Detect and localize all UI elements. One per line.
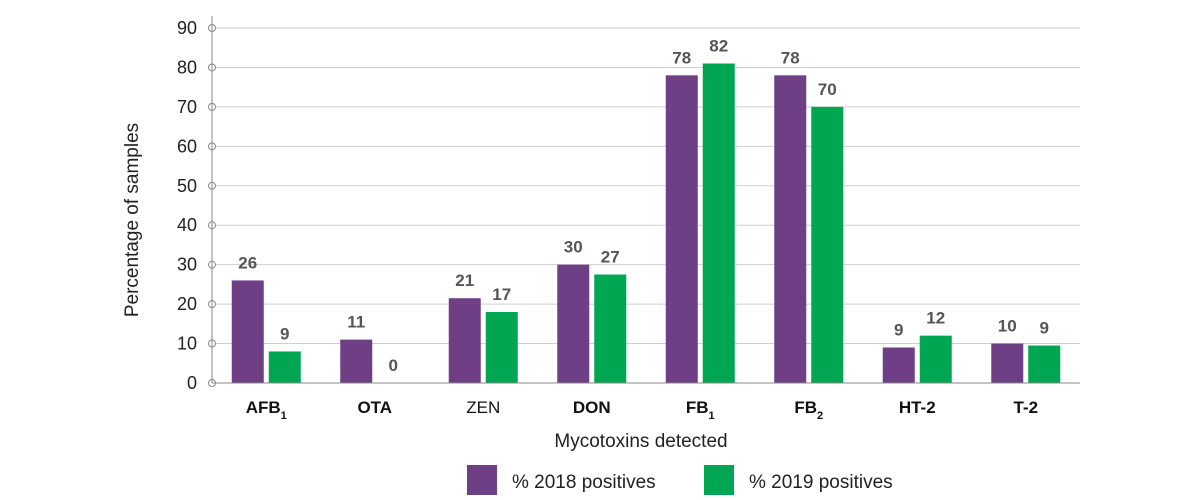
- bar-2018: [557, 264, 590, 383]
- bar-2019: [594, 274, 627, 383]
- legend-label-2019: % 2019 positives: [749, 472, 893, 493]
- bar-2019: [1028, 345, 1061, 383]
- y-tick-label: 60: [177, 136, 197, 156]
- x-tick-label: OTA: [357, 398, 392, 417]
- legend-swatch-2019: [704, 465, 734, 495]
- data-label: 82: [709, 37, 728, 56]
- bar-2018: [774, 75, 807, 383]
- data-label: 78: [672, 48, 691, 67]
- bar-2018: [665, 75, 698, 383]
- bar-2018: [231, 280, 264, 383]
- bars: [231, 63, 1061, 383]
- legend: % 2018 positives % 2019 positives: [467, 465, 893, 495]
- data-label: 9: [894, 321, 903, 340]
- data-label: 11: [347, 313, 365, 332]
- legend-label-2018: % 2018 positives: [512, 472, 656, 493]
- y-tick-label: 70: [177, 97, 197, 117]
- x-tick-label: AFB1: [246, 398, 287, 422]
- bar-2019: [919, 335, 952, 383]
- bar-2018: [991, 343, 1024, 383]
- data-label: 21: [455, 271, 474, 290]
- y-tick-label: 50: [177, 176, 197, 196]
- x-tick-label: FB2: [794, 398, 823, 422]
- data-label: 9: [280, 324, 289, 343]
- data-label: 9: [1040, 319, 1049, 338]
- y-tick-label: 30: [177, 255, 197, 275]
- gridlines: [212, 27, 1080, 345]
- y-tick-label: 10: [177, 334, 197, 354]
- y-axis-title: Percentage of samples: [122, 123, 143, 317]
- bar-2018: [882, 347, 915, 383]
- data-label: 70: [818, 80, 837, 99]
- data-label: 78: [781, 48, 800, 67]
- data-label: 26: [238, 253, 257, 272]
- bar-2019: [485, 312, 518, 383]
- bar-2018: [448, 298, 481, 383]
- data-label: 10: [998, 317, 1017, 336]
- bar-2019: [702, 63, 735, 383]
- data-label: 27: [601, 248, 620, 267]
- y-tick-label: 40: [177, 215, 197, 235]
- data-label: 30: [564, 238, 583, 257]
- x-tick-label: HT-2: [899, 398, 936, 417]
- y-tick-label: 90: [177, 18, 197, 38]
- value-labels: 26 9 11 0 21 17 30 27 78 82 78 70 9 12 10 9: [238, 37, 1049, 376]
- bar-2019: [268, 351, 301, 383]
- data-label: 0: [389, 356, 398, 375]
- data-label: 17: [492, 285, 511, 304]
- x-tick-label: ZEN: [466, 398, 500, 417]
- x-tick-label: T-2: [1013, 398, 1038, 417]
- x-axis-title: Mycotoxins detected: [554, 431, 727, 452]
- y-tick-label: 20: [177, 294, 197, 314]
- bar-2019: [811, 106, 844, 383]
- x-tick-label: FB1: [686, 398, 715, 422]
- y-tick-label: 0: [187, 373, 197, 393]
- legend-swatch-2018: [467, 465, 497, 495]
- bar-2018: [340, 339, 373, 383]
- data-label: 12: [926, 309, 945, 328]
- y-tick-label: 80: [177, 57, 197, 77]
- x-tick-label: DON: [573, 398, 611, 417]
